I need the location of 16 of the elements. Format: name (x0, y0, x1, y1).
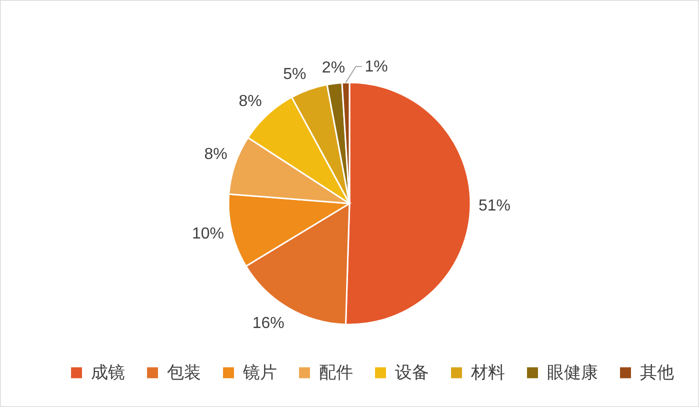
legend-label: 眼健康 (547, 362, 598, 382)
legend-label: 配件 (319, 362, 353, 382)
legend-label: 成镜 (91, 362, 125, 382)
legend-label: 包装 (167, 362, 201, 382)
legend-label: 设备 (395, 362, 429, 382)
data-label: 8% (204, 146, 228, 164)
data-label: 1% (364, 58, 388, 76)
data-label: 51% (478, 198, 511, 215)
data-label: 5% (283, 66, 306, 83)
legend-label: 材料 (470, 362, 505, 382)
data-label: 8% (238, 92, 262, 110)
legend-label: 镜片 (242, 362, 277, 382)
legend-label: 其他 (640, 362, 674, 382)
data-label: 16% (252, 314, 284, 332)
data-label: 2% (322, 59, 346, 76)
data-label: 10% (192, 225, 224, 242)
